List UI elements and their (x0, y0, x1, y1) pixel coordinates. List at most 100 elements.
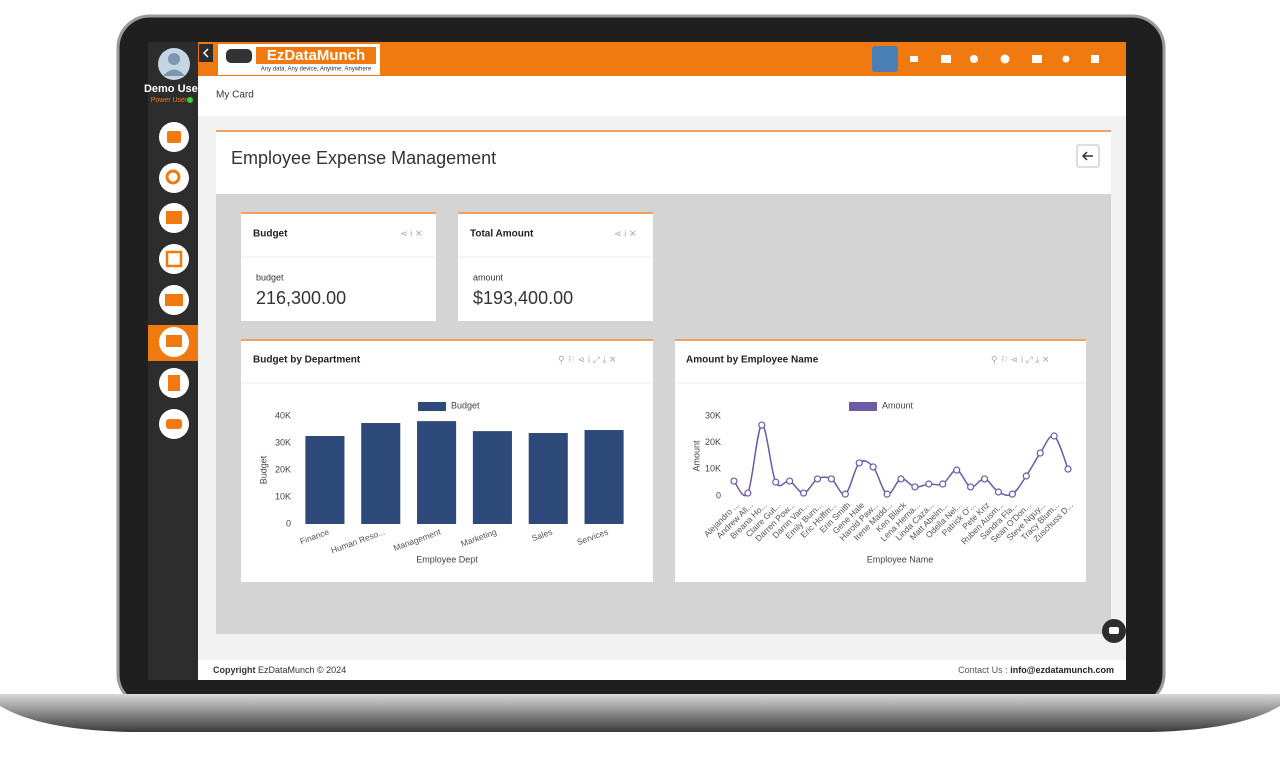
copyright-text: EzDataMunch © 2024 (258, 665, 346, 675)
card-value: $193,400.00 (473, 288, 573, 308)
point (1008, 490, 1016, 498)
y-tick-label: 0 (286, 518, 291, 528)
contact-label: Contact Us : (958, 665, 1008, 675)
collapse-button[interactable] (199, 44, 213, 62)
y-axis-title: Budget (258, 455, 268, 484)
card-tools[interactable]: ⚲ ⚐ ⋖ ⅰ ⤢ ⤓ ✕ (558, 354, 616, 364)
point (1050, 432, 1058, 440)
point (939, 480, 947, 488)
y-tick-label: 10K (705, 464, 721, 474)
card-title: Budget (253, 229, 288, 240)
home-icon[interactable] (910, 56, 918, 62)
icon-glyph (165, 294, 183, 306)
point (980, 475, 989, 483)
y-tick-label: 30K (275, 437, 291, 447)
contact-email[interactable]: info@ezdatamunch.com (1010, 665, 1114, 675)
kpi-card: Budget ⋖ ⅰ ✕ budget 216,300.00 (241, 212, 436, 321)
status-dot (187, 97, 193, 103)
user-name: Demo User (144, 83, 203, 95)
copyright-label: Copyright (213, 665, 256, 675)
point (1036, 449, 1044, 457)
card-value: 216,300.00 (256, 288, 346, 308)
point (772, 478, 780, 486)
bar (305, 435, 345, 524)
point (925, 480, 933, 488)
card-tools[interactable]: ⋖ ⅰ ✕ (614, 228, 637, 238)
point (855, 459, 863, 467)
settings-icon[interactable] (1032, 55, 1042, 63)
point (841, 490, 849, 498)
menu-icon[interactable] (159, 163, 189, 193)
legend-label: Budget (451, 400, 480, 410)
point (1022, 472, 1030, 480)
footer (198, 660, 1126, 680)
card-title: Total Amount (470, 229, 534, 240)
bell-icon[interactable] (970, 55, 978, 63)
x-axis-title: Employee Name (867, 554, 934, 564)
point (897, 475, 905, 483)
logo-text: EzDataMunch (267, 47, 365, 64)
chart-card (675, 340, 1086, 582)
icon-glyph (165, 169, 181, 185)
y-tick-label: 40K (275, 410, 291, 420)
card-tools[interactable]: ⚲ ⚐ ⋖ ⅰ ⤢ ⤓ ✕ (991, 354, 1049, 364)
laptop-base (0, 694, 1280, 732)
point (953, 466, 961, 474)
org-logo[interactable] (872, 46, 898, 72)
icon-glyph (166, 211, 182, 224)
help-icon[interactable] (1062, 55, 1070, 63)
y-tick-label: 0 (716, 490, 721, 500)
footer-contact: Contact Us : info@ezdatamunch.com (958, 665, 1114, 675)
point (994, 488, 1003, 496)
x-axis-title: Employee Dept (416, 554, 478, 564)
bar (584, 430, 624, 524)
legend-swatch (849, 402, 877, 411)
grid-icon[interactable] (941, 55, 951, 63)
point (744, 489, 752, 497)
icon-glyph (165, 250, 183, 268)
menu-icons (159, 122, 189, 439)
icon-glyph (166, 419, 182, 429)
card-tools[interactable]: ⋖ ⅰ ✕ (400, 228, 423, 238)
icon-glyph (166, 335, 182, 347)
user-role: Power User (151, 97, 188, 104)
y-tick-label: 30K (705, 410, 721, 420)
header-icons (872, 46, 1099, 72)
point (827, 475, 836, 483)
point (966, 483, 975, 491)
logout-icon[interactable] (1091, 55, 1099, 63)
menu-icon[interactable] (159, 244, 189, 274)
point (883, 490, 891, 498)
bar (528, 433, 568, 524)
avatar-body (163, 69, 185, 76)
globe-icon[interactable] (1000, 54, 1010, 64)
legend-swatch (418, 402, 446, 411)
card-label: budget (256, 272, 284, 282)
point (869, 463, 877, 471)
card-body (458, 213, 653, 321)
avatar-head (168, 53, 180, 65)
bar (472, 431, 512, 524)
bar (417, 421, 457, 524)
card-body (241, 213, 436, 321)
bar (361, 423, 401, 524)
collapse-arrow (202, 48, 209, 58)
legend-label: Amount (882, 400, 914, 410)
logo-tagline: Any data, Any device, Anytime, Anywhere (261, 67, 372, 73)
point (799, 489, 808, 497)
chat-glyph (1109, 627, 1119, 634)
panel-header (216, 131, 1111, 194)
chart-title: Budget by Department (253, 355, 361, 366)
breadcrumb[interactable]: My Card (216, 90, 254, 101)
point (786, 477, 794, 485)
logo-mark (226, 49, 252, 63)
page-title: Employee Expense Management (231, 148, 496, 168)
chart-title: Amount by Employee Name (686, 355, 819, 366)
footer-copyright: Copyright EzDataMunch © 2024 (213, 665, 346, 675)
back-arrow (1081, 151, 1093, 161)
icon-glyph (168, 375, 180, 391)
card-label: amount (473, 272, 504, 282)
y-axis-title: Amount (691, 440, 701, 472)
